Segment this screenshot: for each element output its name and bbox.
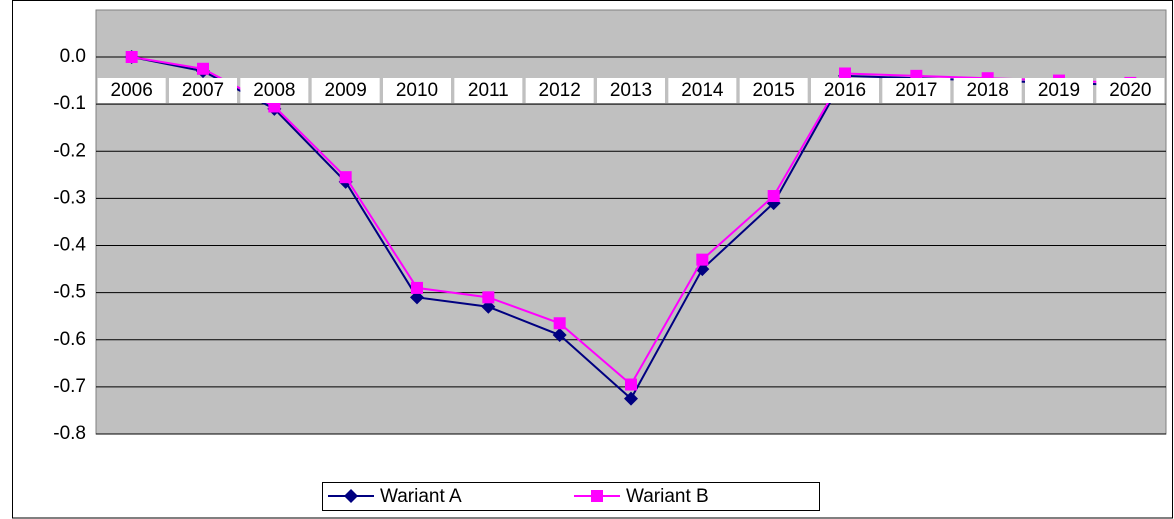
legend-box bbox=[322, 482, 820, 511]
marker bbox=[839, 67, 851, 80]
marker bbox=[268, 100, 281, 113]
x-tick-label: 2008 bbox=[253, 80, 295, 101]
x-label-bg bbox=[811, 78, 879, 103]
x-tick-label: 2019 bbox=[1038, 80, 1080, 101]
x-tick-label: 2015 bbox=[753, 80, 795, 101]
x-label-bg bbox=[383, 78, 451, 103]
x-tick-label: 2020 bbox=[1109, 80, 1151, 101]
y-tick-label: -0.5 bbox=[53, 282, 86, 303]
plot-area bbox=[95, 9, 1167, 435]
x-label-bg bbox=[1025, 78, 1093, 103]
x-tick-label: 2017 bbox=[895, 80, 937, 101]
x-label-bg bbox=[169, 78, 237, 103]
x-label-bg bbox=[739, 78, 808, 103]
y-tick-label: -0.2 bbox=[53, 140, 86, 161]
marker bbox=[625, 378, 637, 391]
y-tick-label: -0.1 bbox=[53, 93, 86, 114]
x-tick-label: 2016 bbox=[824, 80, 866, 101]
x-label-bg bbox=[597, 78, 665, 103]
x-tick-label: 2007 bbox=[182, 80, 224, 101]
y-tick-label: -0.8 bbox=[53, 423, 86, 444]
x-tick-label: 2014 bbox=[681, 80, 724, 101]
x-label-bg bbox=[240, 78, 309, 103]
x-label-bg bbox=[882, 78, 951, 103]
marker bbox=[624, 391, 638, 406]
x-tick-label: 2010 bbox=[396, 80, 438, 101]
marker bbox=[696, 253, 709, 266]
legend-label: Wariant B bbox=[626, 486, 709, 507]
y-tick-label: -0.6 bbox=[53, 329, 86, 350]
marker bbox=[125, 51, 138, 63]
marker bbox=[339, 171, 352, 184]
marker bbox=[197, 62, 209, 75]
x-label-bg bbox=[97, 78, 166, 103]
x-label-bg bbox=[311, 78, 380, 103]
x-tick-label: 2011 bbox=[468, 80, 509, 101]
x-tick-label: 2018 bbox=[967, 80, 1009, 101]
y-tick-label: -0.4 bbox=[53, 235, 86, 256]
marker bbox=[553, 317, 566, 330]
x-tick-label: 2013 bbox=[610, 80, 652, 101]
x-tick-label: 2009 bbox=[325, 80, 367, 101]
legend-label: Wariant A bbox=[380, 486, 462, 507]
x-label-bg bbox=[525, 78, 594, 103]
marker bbox=[411, 281, 423, 294]
legend-marker bbox=[591, 490, 603, 502]
legend-marker bbox=[344, 489, 358, 503]
x-label-bg bbox=[1096, 78, 1165, 103]
marker bbox=[767, 190, 780, 203]
y-tick-label: 0.0 bbox=[60, 46, 86, 67]
x-label-bg bbox=[953, 78, 1022, 103]
y-tick-label: -0.7 bbox=[53, 376, 86, 397]
marker bbox=[482, 291, 495, 304]
y-tick-label: -0.3 bbox=[53, 187, 86, 208]
x-label-bg bbox=[454, 78, 523, 103]
x-tick-label: 2006 bbox=[111, 80, 153, 101]
marker bbox=[552, 328, 567, 343]
x-tick-label: 2012 bbox=[539, 80, 581, 101]
x-label-bg bbox=[668, 78, 737, 103]
